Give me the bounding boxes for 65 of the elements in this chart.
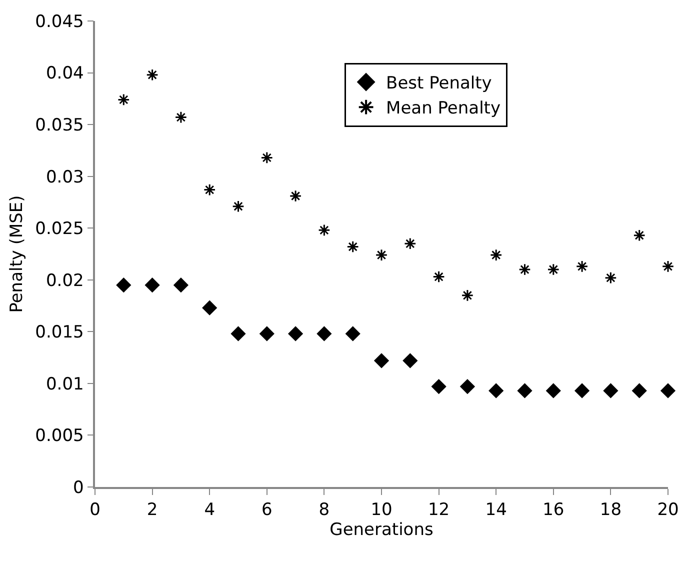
y-tick-label: 0 xyxy=(73,478,84,498)
point xyxy=(260,152,274,164)
y-tick-label: 0.015 xyxy=(35,322,84,343)
legend-label: Best Penalty xyxy=(386,74,492,94)
x-tick-label: 14 xyxy=(485,500,507,520)
y-tick-label: 0.045 xyxy=(35,12,84,32)
x-tick-label: 4 xyxy=(204,500,216,520)
point xyxy=(632,383,647,398)
x-tick-label: 18 xyxy=(600,500,622,520)
point xyxy=(232,200,244,213)
x-tick-label: 12 xyxy=(428,500,450,520)
y-tick-label: 0.035 xyxy=(35,116,84,136)
x-tick-label: 16 xyxy=(542,500,564,520)
point xyxy=(432,379,446,394)
x-tick-label: 2 xyxy=(146,500,158,520)
point xyxy=(116,278,131,292)
point xyxy=(633,229,646,242)
point xyxy=(518,383,532,398)
point xyxy=(260,326,274,341)
y-axis-title: Penalty (MSE) xyxy=(7,195,28,313)
y-tick-label: 0.01 xyxy=(46,374,84,394)
point xyxy=(316,326,332,341)
point xyxy=(346,240,359,253)
point xyxy=(460,379,475,394)
y-tick-label: 0.02 xyxy=(46,270,84,291)
point xyxy=(231,326,246,341)
point xyxy=(289,190,302,202)
point xyxy=(576,260,588,273)
point xyxy=(174,111,188,124)
point xyxy=(432,270,445,283)
point xyxy=(604,272,617,284)
point xyxy=(145,278,160,292)
point xyxy=(318,224,330,236)
point xyxy=(404,237,416,250)
x-tick-label: 6 xyxy=(261,500,272,520)
point xyxy=(662,260,674,273)
point xyxy=(574,383,590,398)
x-axis-title: Generations xyxy=(330,520,434,540)
y-tick-label: 0.03 xyxy=(46,167,84,188)
point xyxy=(374,353,389,368)
y-tick-label: 0.04 xyxy=(46,64,84,84)
point xyxy=(546,383,561,398)
point xyxy=(518,263,531,276)
x-tick-label: 8 xyxy=(318,500,330,520)
x-tick-label: 10 xyxy=(370,500,392,520)
point xyxy=(547,263,560,276)
point xyxy=(603,383,618,398)
point xyxy=(118,94,130,106)
point xyxy=(202,300,217,316)
point xyxy=(346,326,360,341)
point xyxy=(461,289,474,302)
point xyxy=(402,353,418,368)
point xyxy=(488,383,504,398)
x-tick-label: 0 xyxy=(90,500,100,520)
point xyxy=(660,383,676,398)
point xyxy=(203,184,216,196)
legend-label: Mean Penalty xyxy=(386,98,501,119)
x-tick-label: 20 xyxy=(657,500,679,520)
y-tick-label: 0.025 xyxy=(35,219,84,240)
point xyxy=(490,248,502,262)
point xyxy=(174,278,188,292)
point xyxy=(375,248,388,262)
point xyxy=(146,68,158,81)
point xyxy=(288,326,303,341)
y-tick-label: 0.005 xyxy=(35,426,84,446)
